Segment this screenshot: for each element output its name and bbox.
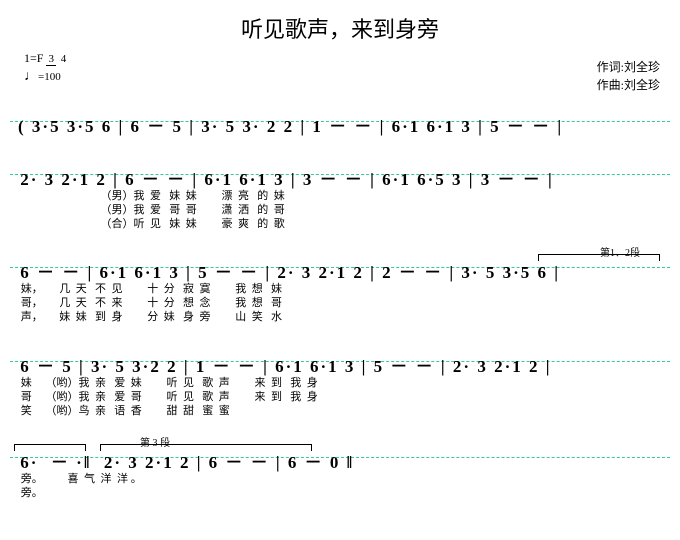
time-sig: 3 4 [46, 54, 68, 65]
notes-3: 6 － － | 6·1 6·1 3 | 5 － － | 2· 3 2·1 2 |… [0, 258, 680, 283]
key-sig: 1=F [24, 51, 43, 65]
lyrics-2c: （合）听 见 妹 妹 豪 爽 的 歌 [0, 218, 680, 232]
notes-1: ( 3·5 3·5 6 | 6 － 5 | 3· 5 3· 2 2 | 1 － … [0, 112, 680, 137]
lyrics-3b: 哥， 几 天 不 来 十 分 想 念 我 想 哥 [0, 297, 680, 311]
staff-line-1: ( 3·5 3·5 6 | 6 － 5 | 3· 5 3· 2 2 | 1 － … [0, 112, 680, 137]
song-title: 听见歌声，来到身旁 [0, 0, 680, 44]
lyricist: 作词:刘全珍 [597, 58, 660, 76]
lyrics-4c: 笑 （哟）鸟 亲 语 香 甜 甜 蜜 蜜 [0, 405, 680, 419]
tempo: ♩=100 [24, 71, 61, 83]
credits: 作词:刘全珍 作曲:刘全珍 [597, 58, 660, 94]
notes-4: 6 － 5 | 3· 5 3·2 2 | 1 － － | 6·1 6·1 3 |… [0, 352, 680, 377]
staff-line-2: 2· 3 2·1 2 | 6 － － | 6·1 6·1 3 | 3 － － |… [0, 165, 680, 231]
staff-line-3: 6 － － | 6·1 6·1 3 | 5 － － | 2· 3 2·1 2 |… [0, 258, 680, 324]
lyrics-2a: （男）我 爱 妹 妹 漂 亮 的 妹 [0, 190, 680, 204]
lyrics-5b: 旁。 [0, 487, 680, 501]
staff-line-5: 6· － ·‖ 2· 3 2·1 2 | 6 － － | 6 － 0 ‖ 旁。 … [0, 448, 680, 501]
lyrics-4a: 妹 （哟）我 亲 爱 妹 听 见 歌 声 来 到 我 身 [0, 377, 680, 391]
meta-key-tempo: 1=F 3 4 ♩=100 [24, 50, 68, 86]
lyrics-4b: 哥 （哟）我 亲 爱 哥 听 见 歌 声 来 到 我 身 [0, 391, 680, 405]
lyrics-5a: 旁。 喜 气 洋 洋 。 [0, 473, 680, 487]
lyrics-3a: 妹， 几 天 不 见 十 分 寂 寞 我 想 妹 [0, 283, 680, 297]
lyrics-2b: （男）我 爱 哥 哥 潇 洒 的 哥 [0, 204, 680, 218]
notes-5: 6· － ·‖ 2· 3 2·1 2 | 6 － － | 6 － 0 ‖ [0, 448, 680, 473]
lyrics-3c: 声， 妹 妹 到 身 分 妹 身 旁 山 笑 水 [0, 311, 680, 325]
notes-2: 2· 3 2·1 2 | 6 － － | 6·1 6·1 3 | 3 － － |… [0, 165, 680, 190]
staff-line-4: 6 － 5 | 3· 5 3·2 2 | 1 － － | 6·1 6·1 3 |… [0, 352, 680, 418]
composer: 作曲:刘全珍 [597, 76, 660, 94]
